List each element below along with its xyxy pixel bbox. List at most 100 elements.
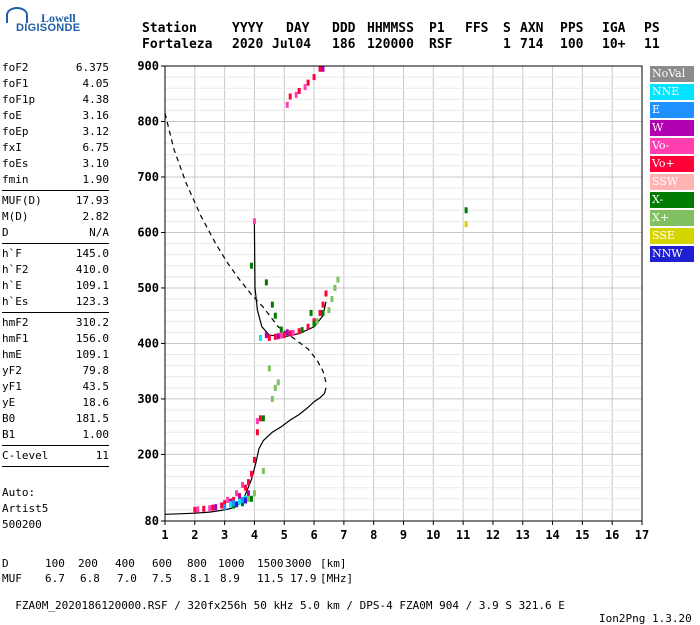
param-name: fmin: [2, 173, 29, 186]
echo-point: [297, 328, 301, 335]
param-name: h`Es: [2, 295, 29, 308]
echo-point: [214, 504, 218, 511]
param-name: D: [2, 226, 9, 239]
echo-point: [252, 456, 256, 463]
param-row: foEs 3.10: [2, 156, 109, 172]
footer-value: 1000: [218, 557, 245, 570]
auto-label: Auto:: [2, 486, 36, 499]
echo-point: [223, 504, 227, 511]
header-cell: 11: [644, 37, 660, 52]
param-row: foE 3.16: [2, 108, 109, 124]
header-cell: RSF: [429, 37, 453, 52]
echo-point: [318, 65, 322, 72]
header-cell: 186: [332, 37, 356, 52]
param-name: foE: [2, 109, 22, 122]
x-tick-label: 17: [635, 528, 649, 542]
echo-point: [464, 207, 468, 214]
echo-point: [321, 309, 325, 316]
param-row: yE 18.6: [2, 395, 109, 411]
echo-point: [279, 332, 283, 339]
param-value: 3.16: [82, 109, 110, 122]
param-row: hmF1 156.0: [2, 331, 109, 347]
param-value: 109.1: [75, 348, 109, 361]
legend-item: NNW: [650, 246, 694, 262]
echo-point: [255, 418, 259, 425]
param-value: 6.375: [75, 61, 109, 74]
echo-point: [252, 218, 256, 225]
header-cell: Fortaleza: [142, 37, 213, 52]
x-tick-label: 15: [575, 528, 589, 542]
x-tick-label: 11: [456, 528, 470, 542]
footer-value: 6.7: [45, 572, 65, 585]
ionogram-chart: 1 2 3 4 5 6 7 8 9 10 11 12 13 14 15 16 17 80200300400500…: [137, 59, 649, 542]
polarization-legend: NoVal NNE E W Vo- Vo+ SSW X- X+ SSE NNW: [650, 66, 694, 264]
param-name: h`F: [2, 247, 22, 260]
param-value: N/A: [89, 226, 109, 239]
legend-item: E: [650, 102, 694, 118]
echo-point: [258, 334, 262, 341]
header-cell: HHMMSS: [367, 21, 414, 36]
scaled-parameters-panel: foF2 6.375 foF1 4.05 foF1p 4.38 foE 3.16 foEp 3.1…: [2, 60, 109, 469]
autoscaling-info: Auto: Artist5 500200: [2, 485, 48, 533]
param-value: 156.0: [75, 332, 109, 345]
header-cell: DAY: [286, 21, 310, 36]
param-row: B0 181.5: [2, 411, 109, 427]
footer-value: 1500: [257, 557, 284, 570]
echo-point: [294, 91, 298, 98]
echo-point: [235, 490, 239, 497]
x-tick-label: 5: [281, 528, 288, 542]
echo-point: [249, 470, 253, 477]
param-row: D N/A: [2, 225, 109, 241]
param-value: 3.12: [82, 125, 110, 138]
x-tick-label: 14: [545, 528, 559, 542]
param-row: M(D) 2.82: [2, 209, 109, 225]
echo-point: [270, 301, 274, 308]
echo-point: [291, 329, 295, 336]
y-tick-label: 300: [137, 392, 159, 406]
x-tick-label: 7: [340, 528, 347, 542]
param-row: foF1 4.05: [2, 76, 109, 92]
echo-point: [220, 502, 224, 509]
echo-point: [238, 498, 242, 505]
param-name: hmF2: [2, 316, 29, 329]
param-value: 17.93: [75, 194, 109, 207]
chart-points: [193, 65, 468, 513]
echo-point: [306, 323, 310, 330]
echo-point: [267, 334, 271, 341]
param-value: 43.5: [82, 380, 110, 393]
chart-frame: [164, 65, 643, 522]
echo-point: [312, 321, 316, 328]
echo-point: [324, 290, 328, 297]
header-cell: P1: [429, 21, 445, 36]
legend-item: NNE: [650, 84, 694, 100]
echo-point: [241, 496, 245, 503]
header-cell: AXN: [520, 21, 544, 36]
echo-point: [193, 506, 197, 513]
footer-value: 200: [78, 557, 98, 570]
y-tick-label: 900: [137, 59, 159, 73]
footer-value: 7.0: [117, 572, 137, 585]
param-value: 145.0: [75, 247, 109, 260]
logo-text-top: Lowell: [41, 11, 76, 25]
param-value: 310.2: [75, 316, 109, 329]
param-name: C-level: [2, 449, 49, 462]
legend-item: SSE: [650, 228, 694, 244]
legend-item: Vo+: [650, 156, 694, 172]
footer-value: 7.5: [152, 572, 172, 585]
param-name: M(D): [2, 210, 29, 223]
logo-arc-icon: [6, 7, 28, 23]
echo-point: [315, 318, 319, 325]
header-cell: Station: [142, 21, 197, 36]
y-tick-label: 500: [137, 281, 159, 295]
legend-item: X+: [650, 210, 694, 226]
y-tick-label: 400: [137, 336, 159, 350]
echo-point: [246, 495, 250, 502]
echo-point: [208, 505, 212, 512]
header-cell: IGA: [602, 21, 626, 36]
echo-point: [264, 279, 268, 286]
param-separator: [2, 445, 109, 446]
param-name: foEp: [2, 125, 29, 138]
param-row: hmE 109.1: [2, 347, 109, 363]
header-cell: S: [503, 21, 511, 36]
header-cell: Jul04: [272, 37, 312, 52]
